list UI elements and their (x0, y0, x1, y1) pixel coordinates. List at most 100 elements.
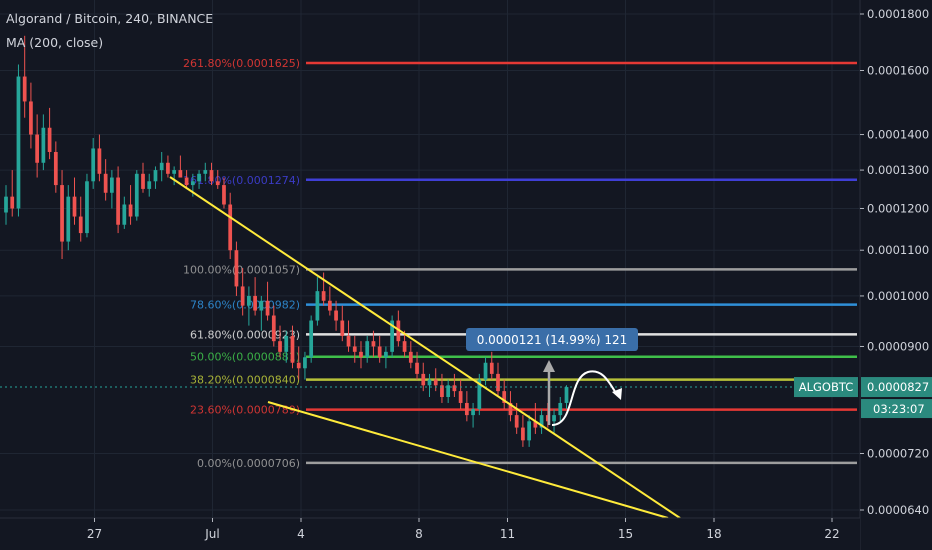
price-tick-label: 0.0001600 (867, 63, 929, 77)
candle (85, 173, 89, 238)
candle-body (166, 162, 170, 174)
indicator-label[interactable]: MA (200, close) (6, 35, 104, 50)
candle-body (16, 76, 21, 209)
candle (141, 162, 145, 193)
candle (552, 409, 556, 434)
candle-body (384, 351, 388, 358)
candle-body (41, 127, 46, 163)
symbol-tag-label: ALGOBTC (799, 380, 854, 394)
candle (247, 286, 251, 326)
candle (340, 305, 345, 342)
candle-body (153, 170, 158, 182)
time-axis[interactable]: 27 Jul 4 8 11 15 18 22 (0, 517, 860, 550)
fib-level-label: 100.00%(0.0001057) (183, 263, 300, 276)
candle-body (110, 177, 114, 193)
time-tick-label: 11 (500, 527, 515, 541)
candle (265, 281, 270, 321)
candle-body (489, 362, 494, 374)
candle-body (134, 173, 139, 217)
candle (122, 196, 127, 229)
candle (558, 397, 563, 422)
symbol-tag (794, 377, 858, 398)
candle-body (10, 196, 15, 209)
candle-body (477, 379, 482, 410)
candle (496, 362, 500, 398)
candle (284, 330, 289, 363)
last-price-tag (861, 377, 932, 398)
price-tick-label: 0.0001100 (867, 243, 929, 257)
candle (539, 409, 544, 434)
price-tick-label: 0.0000720 (867, 447, 929, 461)
candle-body (78, 216, 83, 234)
candle (359, 341, 363, 369)
candle (521, 415, 525, 447)
candle (153, 166, 158, 189)
candle (259, 295, 264, 331)
candle (421, 362, 426, 392)
candle (110, 170, 114, 209)
candle (228, 192, 233, 260)
candle-body (334, 310, 338, 321)
candle (402, 330, 407, 358)
candle (508, 391, 513, 422)
candle-body (377, 346, 382, 358)
candle-body (402, 341, 407, 352)
candle (134, 170, 139, 221)
candle (159, 151, 164, 182)
candle (303, 351, 307, 380)
candle (390, 315, 394, 358)
candle (97, 134, 102, 182)
candle (60, 170, 64, 260)
projection-path (551, 370, 619, 426)
candle (309, 315, 314, 363)
candle (222, 177, 226, 209)
candle-body (47, 127, 52, 152)
wedge-upper-line (169, 176, 681, 519)
measure-arrow-head (543, 360, 555, 372)
candle (278, 325, 282, 358)
measure-label: 0.0000121 (14.99%) 121 (477, 333, 628, 347)
fib-levels: 261.80%(0.0001625)161.80%(0.0001274)100.… (183, 57, 857, 470)
candle-body (296, 362, 301, 369)
candle-body (284, 335, 289, 352)
candle-body (346, 335, 351, 347)
candle (72, 177, 77, 225)
candle-body (533, 421, 538, 428)
candle (209, 162, 214, 186)
candle-body (35, 134, 40, 163)
price-tick-label: 0.0001300 (867, 163, 929, 177)
candle (215, 170, 220, 189)
candle-body (539, 415, 544, 428)
candle-body (29, 101, 33, 135)
candle-body (327, 300, 332, 311)
candle-body (496, 373, 500, 392)
candle-body (278, 341, 282, 352)
candle (296, 346, 301, 380)
candle (489, 351, 494, 380)
candle (166, 155, 170, 178)
candle-body (184, 177, 189, 186)
candle-body (91, 148, 96, 182)
candle (253, 277, 257, 316)
candle-body (85, 181, 89, 234)
candle-body (303, 357, 307, 369)
candle-body (215, 181, 220, 186)
candle (415, 351, 419, 380)
candle (290, 325, 295, 369)
candle-body (371, 341, 376, 347)
candle-body (190, 181, 195, 186)
candle (321, 272, 326, 306)
candle-body (172, 170, 177, 174)
candle-body (502, 391, 507, 403)
measure-label-box (466, 328, 638, 351)
candle (203, 162, 208, 182)
candle-body (458, 391, 463, 403)
price-axis-bg (860, 0, 932, 550)
candle-body (234, 250, 239, 287)
candle-body (147, 181, 152, 189)
candle-body (240, 286, 245, 306)
candle-body (483, 362, 488, 380)
price-axis[interactable]: 0.0001800 0.0001600 0.0001400 0.0001300 0.00… (859, 0, 932, 550)
